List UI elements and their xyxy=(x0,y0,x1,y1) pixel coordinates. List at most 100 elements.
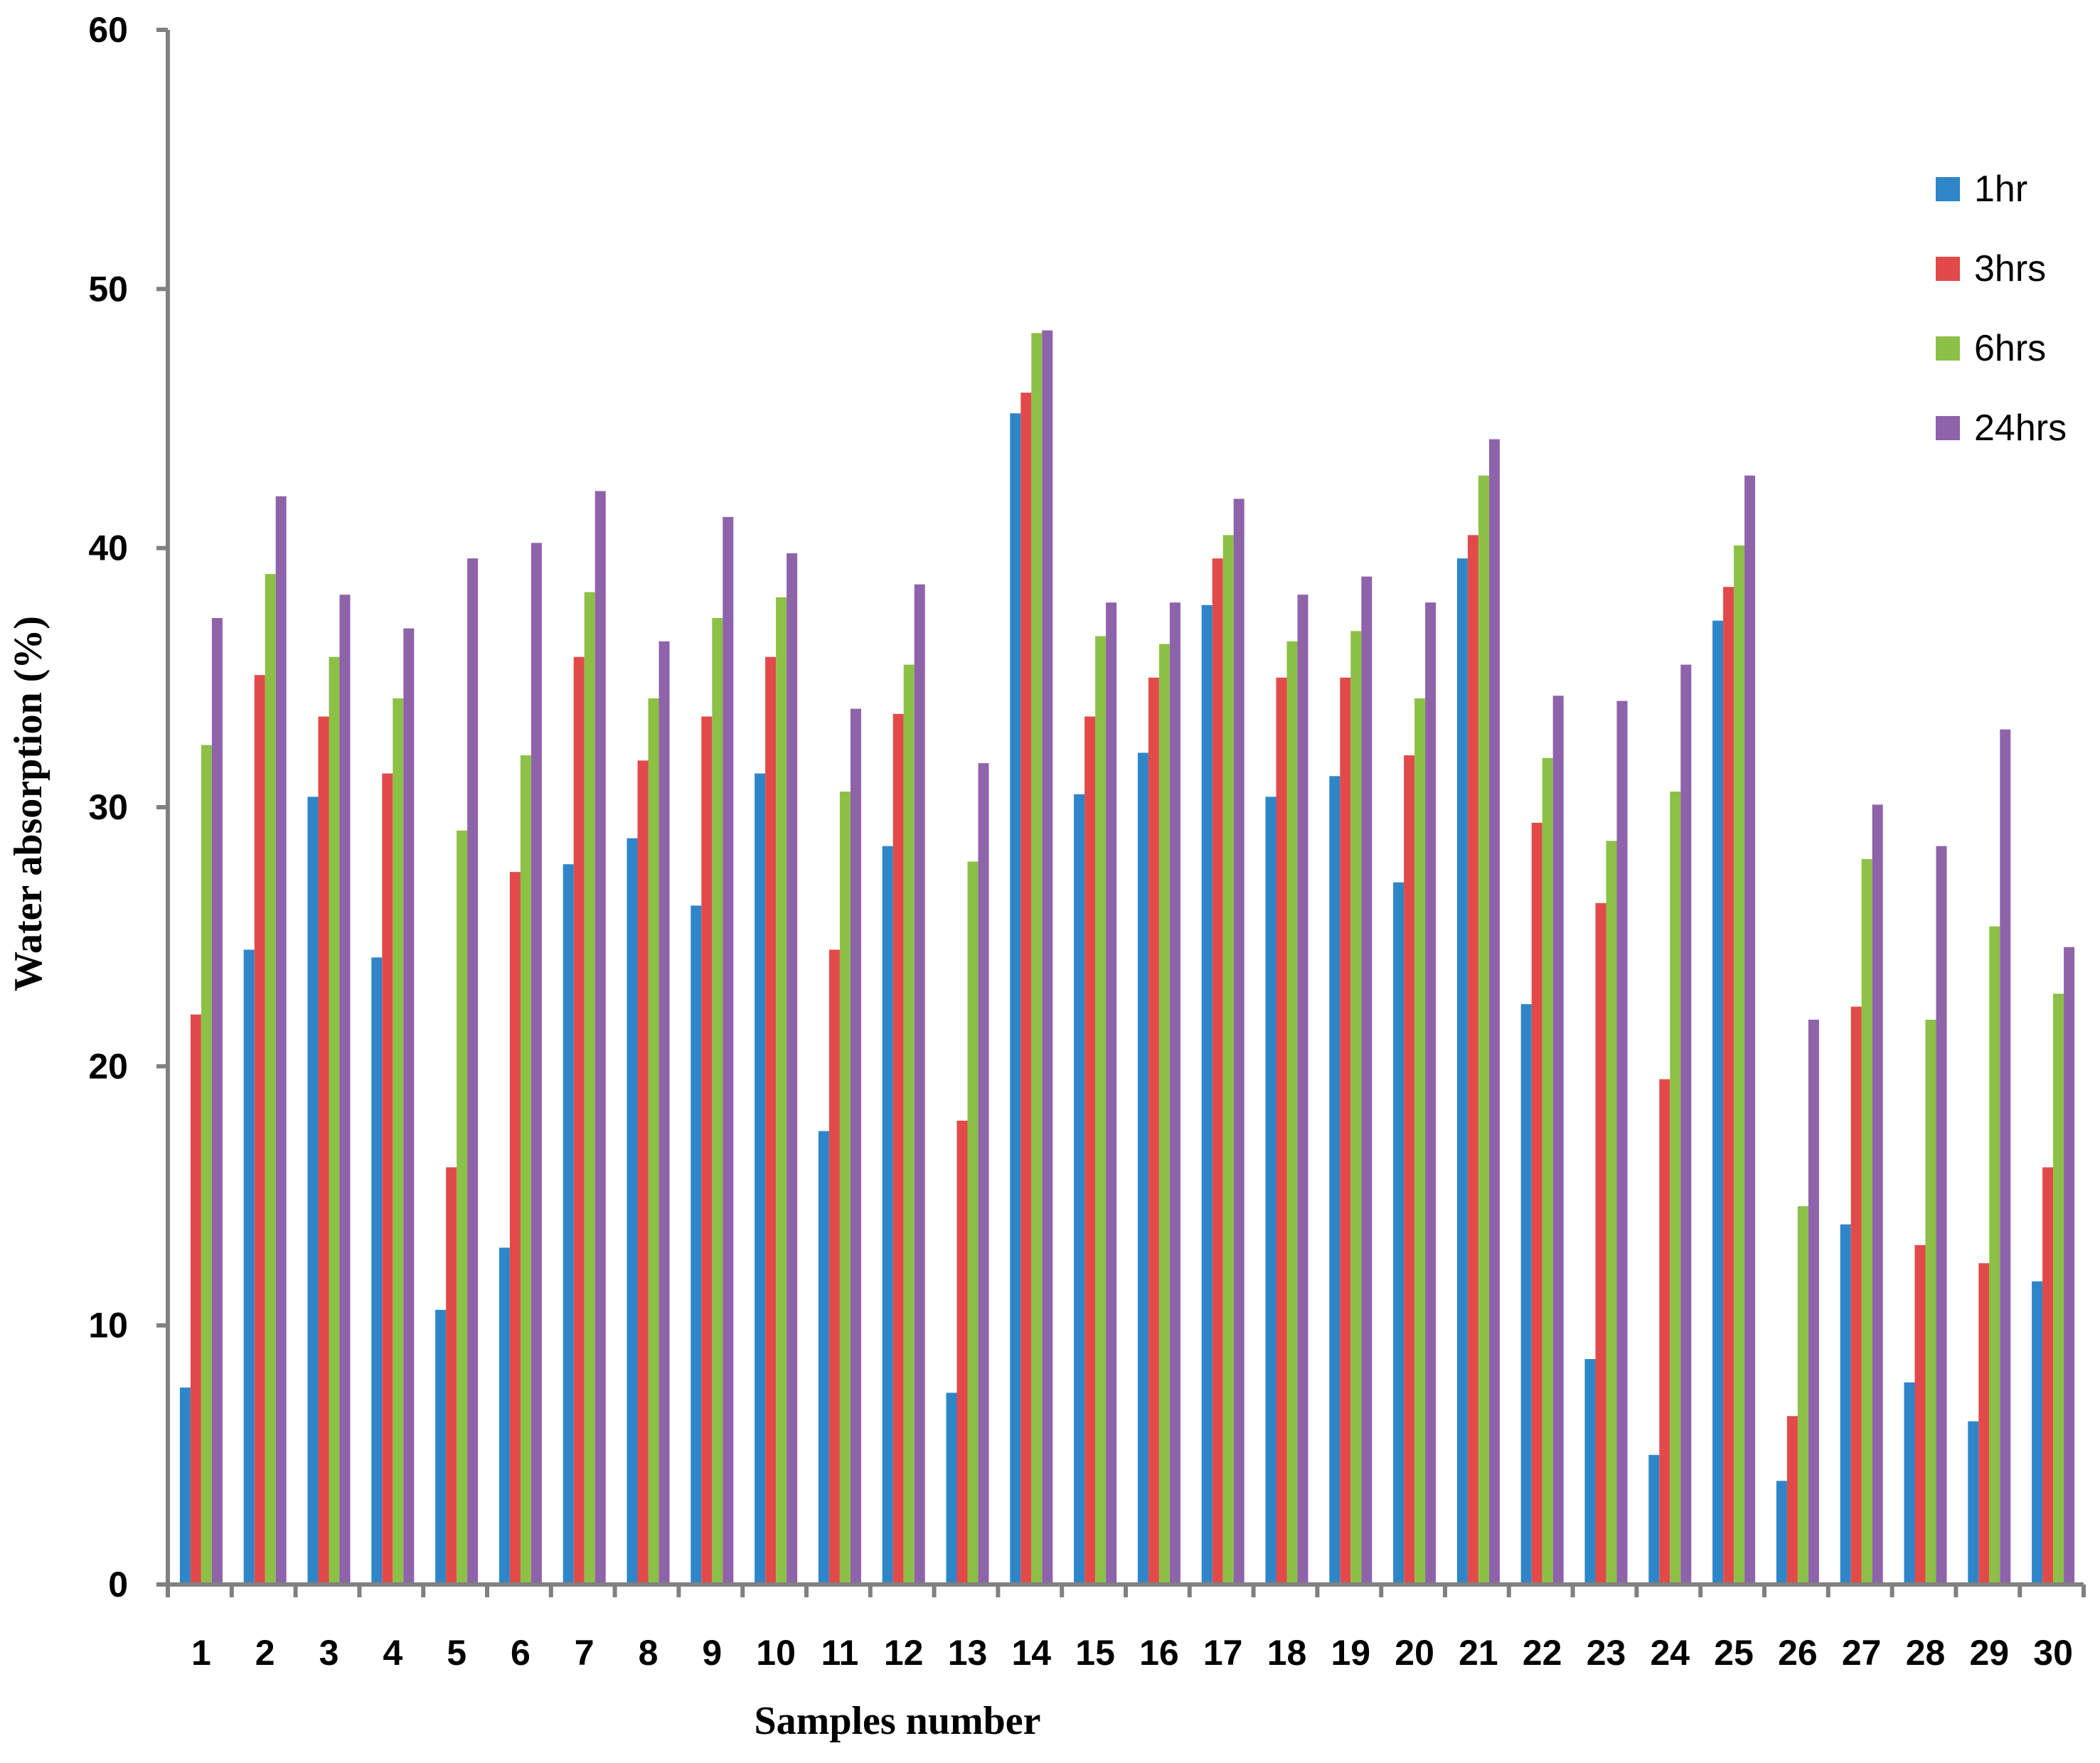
bar-3hrs-sample-7 xyxy=(573,656,585,1585)
axes-layer xyxy=(156,28,2086,1597)
legend-label-3hrs: 3hrs xyxy=(1974,248,2046,289)
bar-24hrs-sample-12 xyxy=(914,584,925,1585)
bar-24hrs-sample-15 xyxy=(1106,602,1117,1585)
x-tick-label-24: 24 xyxy=(1650,1633,1690,1673)
x-tick-label-26: 26 xyxy=(1778,1633,1818,1673)
bar-6hrs-sample-26 xyxy=(1797,1206,1808,1584)
bar-1hr-sample-5 xyxy=(435,1309,447,1584)
bar-6hrs-sample-25 xyxy=(1734,545,1745,1584)
bar-6hrs-sample-13 xyxy=(967,861,979,1584)
bar-1hr-sample-9 xyxy=(691,905,702,1584)
bar-24hrs-sample-4 xyxy=(403,628,415,1584)
bar-1hr-sample-14 xyxy=(1010,413,1021,1585)
bar-3hrs-sample-2 xyxy=(254,675,265,1585)
bar-6hrs-sample-15 xyxy=(1095,636,1107,1584)
bar-3hrs-sample-1 xyxy=(190,1014,201,1584)
bar-24hrs-sample-29 xyxy=(2000,729,2011,1584)
bar-6hrs-sample-11 xyxy=(839,792,851,1584)
x-tick-label-19: 19 xyxy=(1331,1633,1370,1673)
bar-1hr-sample-8 xyxy=(627,838,638,1584)
bar-3hrs-sample-25 xyxy=(1723,587,1734,1584)
y-tick-label: 0 xyxy=(108,1565,128,1604)
bar-3hrs-sample-12 xyxy=(892,713,904,1584)
bar-24hrs-sample-1 xyxy=(211,618,223,1584)
bar-6hrs-sample-29 xyxy=(1989,926,2000,1584)
x-tick-label-10: 10 xyxy=(756,1633,796,1673)
x-tick-label-16: 16 xyxy=(1139,1633,1179,1673)
x-tick-labels: 1 2 3 4 5 6 7 8 9 10 11 12 13 14 15 16 17 18 19 20 21 22 23 24 2… xyxy=(191,1633,2073,1673)
bar-24hrs-sample-22 xyxy=(1552,696,1564,1584)
bar-24hrs-sample-6 xyxy=(531,543,542,1584)
bar-24hrs-sample-11 xyxy=(850,708,861,1584)
bar-6hrs-sample-23 xyxy=(1606,841,1617,1584)
x-tick-label-22: 22 xyxy=(1523,1633,1562,1673)
bar-1hr-sample-30 xyxy=(2032,1281,2043,1584)
bar-6hrs-sample-28 xyxy=(1925,1019,1936,1584)
bar-3hrs-sample-18 xyxy=(1276,677,1287,1584)
bar-3hrs-sample-22 xyxy=(1531,822,1542,1584)
bar-6hrs-sample-7 xyxy=(584,592,595,1584)
bar-6hrs-sample-21 xyxy=(1478,475,1489,1585)
bar-24hrs-sample-14 xyxy=(1042,330,1053,1585)
bar-1hr-sample-22 xyxy=(1520,1003,1532,1584)
bar-1hr-sample-19 xyxy=(1329,776,1341,1584)
x-tick-label-8: 8 xyxy=(639,1633,659,1673)
bar-24hrs-sample-10 xyxy=(787,553,798,1584)
x-tick-label-12: 12 xyxy=(884,1633,924,1673)
bar-6hrs-sample-12 xyxy=(903,664,915,1584)
bar-24hrs-sample-27 xyxy=(1872,804,1883,1584)
bar-1hr-sample-6 xyxy=(499,1247,510,1584)
x-tick-label-15: 15 xyxy=(1075,1633,1115,1673)
bar-24hrs-sample-5 xyxy=(467,558,479,1585)
bar-6hrs-sample-2 xyxy=(265,574,276,1584)
x-tick-label-29: 29 xyxy=(1969,1633,2009,1673)
y-axis-title: Water absorption (%) xyxy=(6,616,50,991)
bar-3hrs-sample-29 xyxy=(1978,1263,1990,1584)
bar-3hrs-sample-27 xyxy=(1850,1006,1862,1584)
x-tick-label-11: 11 xyxy=(821,1633,858,1673)
bar-3hrs-sample-28 xyxy=(1914,1245,1926,1584)
bar-1hr-sample-23 xyxy=(1584,1359,1596,1584)
x-tick-label-14: 14 xyxy=(1011,1633,1051,1673)
bar-24hrs-sample-28 xyxy=(1936,846,1947,1584)
bar-1hr-sample-1 xyxy=(179,1388,191,1584)
bar-1hr-sample-28 xyxy=(1904,1382,1915,1584)
bar-24hrs-sample-25 xyxy=(1744,475,1756,1585)
bar-1hr-sample-12 xyxy=(882,846,893,1584)
bar-6hrs-sample-20 xyxy=(1414,698,1426,1584)
bar-1hr-sample-20 xyxy=(1393,882,1405,1584)
bar-6hrs-sample-1 xyxy=(201,745,212,1584)
y-tick-label: 50 xyxy=(88,269,128,309)
bar-24hrs-sample-2 xyxy=(275,496,287,1584)
bar-3hrs-sample-16 xyxy=(1148,677,1159,1584)
bar-24hrs-sample-18 xyxy=(1297,595,1308,1585)
bar-6hrs-sample-8 xyxy=(648,698,659,1584)
bar-24hrs-sample-13 xyxy=(978,763,989,1584)
x-tick-label-30: 30 xyxy=(2033,1633,2073,1673)
bar-3hrs-sample-19 xyxy=(1340,677,1351,1584)
bar-1hr-sample-27 xyxy=(1840,1224,1851,1584)
bar-24hrs-sample-24 xyxy=(1680,664,1692,1584)
bar-6hrs-sample-10 xyxy=(776,597,787,1584)
bar-3hrs-sample-15 xyxy=(1084,716,1096,1584)
legend-swatch-3hrs xyxy=(1936,257,1960,281)
bar-3hrs-sample-13 xyxy=(956,1120,968,1584)
legend-label-6hrs: 6hrs xyxy=(1974,328,2046,369)
legend: 1hr 3hrs 6hrs 24hrs xyxy=(1936,169,2067,449)
y-tick-label: 60 xyxy=(88,10,128,50)
bar-1hr-sample-4 xyxy=(371,957,383,1584)
bar-6hrs-sample-19 xyxy=(1350,631,1362,1584)
x-tick-label-27: 27 xyxy=(1842,1633,1882,1673)
bar-1hr-sample-11 xyxy=(818,1131,829,1584)
bar-3hrs-sample-10 xyxy=(765,656,777,1585)
bar-24hrs-sample-23 xyxy=(1616,701,1628,1584)
x-tick-label-1: 1 xyxy=(191,1633,211,1673)
bar-24hrs-sample-9 xyxy=(723,516,734,1584)
bar-6hrs-sample-9 xyxy=(712,618,723,1584)
bar-3hrs-sample-26 xyxy=(1786,1416,1798,1584)
bar-6hrs-sample-5 xyxy=(457,830,468,1584)
x-tick-label-13: 13 xyxy=(948,1633,988,1673)
bar-24hrs-sample-30 xyxy=(2064,947,2075,1584)
x-tick-label-28: 28 xyxy=(1906,1633,1946,1673)
bar-1hr-sample-18 xyxy=(1265,797,1276,1584)
